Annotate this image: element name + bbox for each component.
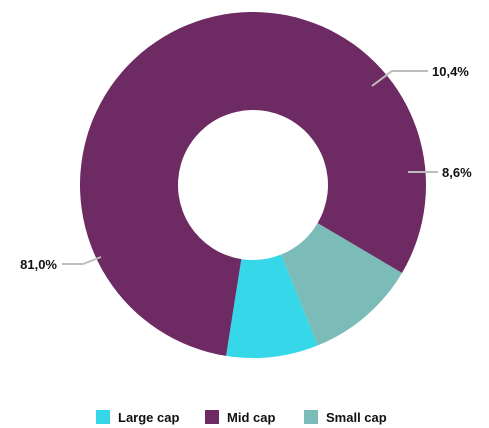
- legend: Large cap Mid cap Small cap: [96, 410, 387, 425]
- data-label-large-cap: 8,6%: [442, 165, 472, 180]
- legend-swatch-small-cap: [304, 410, 318, 424]
- legend-label-mid-cap: Mid cap: [227, 410, 275, 425]
- donut-slices: [79, 12, 426, 359]
- legend-label-small-cap: Small cap: [326, 410, 387, 425]
- legend-swatch-mid-cap: [205, 410, 219, 424]
- data-label-mid-cap: 81,0%: [20, 257, 57, 272]
- slice-small-cap: [281, 223, 402, 346]
- data-label-small-cap: 10,4%: [432, 64, 469, 79]
- slice-large-cap: [226, 254, 318, 359]
- leader-line-mid-cap: [62, 256, 102, 265]
- legend-label-large-cap: Large cap: [118, 410, 179, 425]
- legend-swatch-large-cap: [96, 410, 110, 424]
- data-labels: 8,6% 81,0% 10,4%: [20, 64, 472, 272]
- leader-line-small-cap: [371, 70, 428, 87]
- slice-mid-cap: [79, 12, 426, 356]
